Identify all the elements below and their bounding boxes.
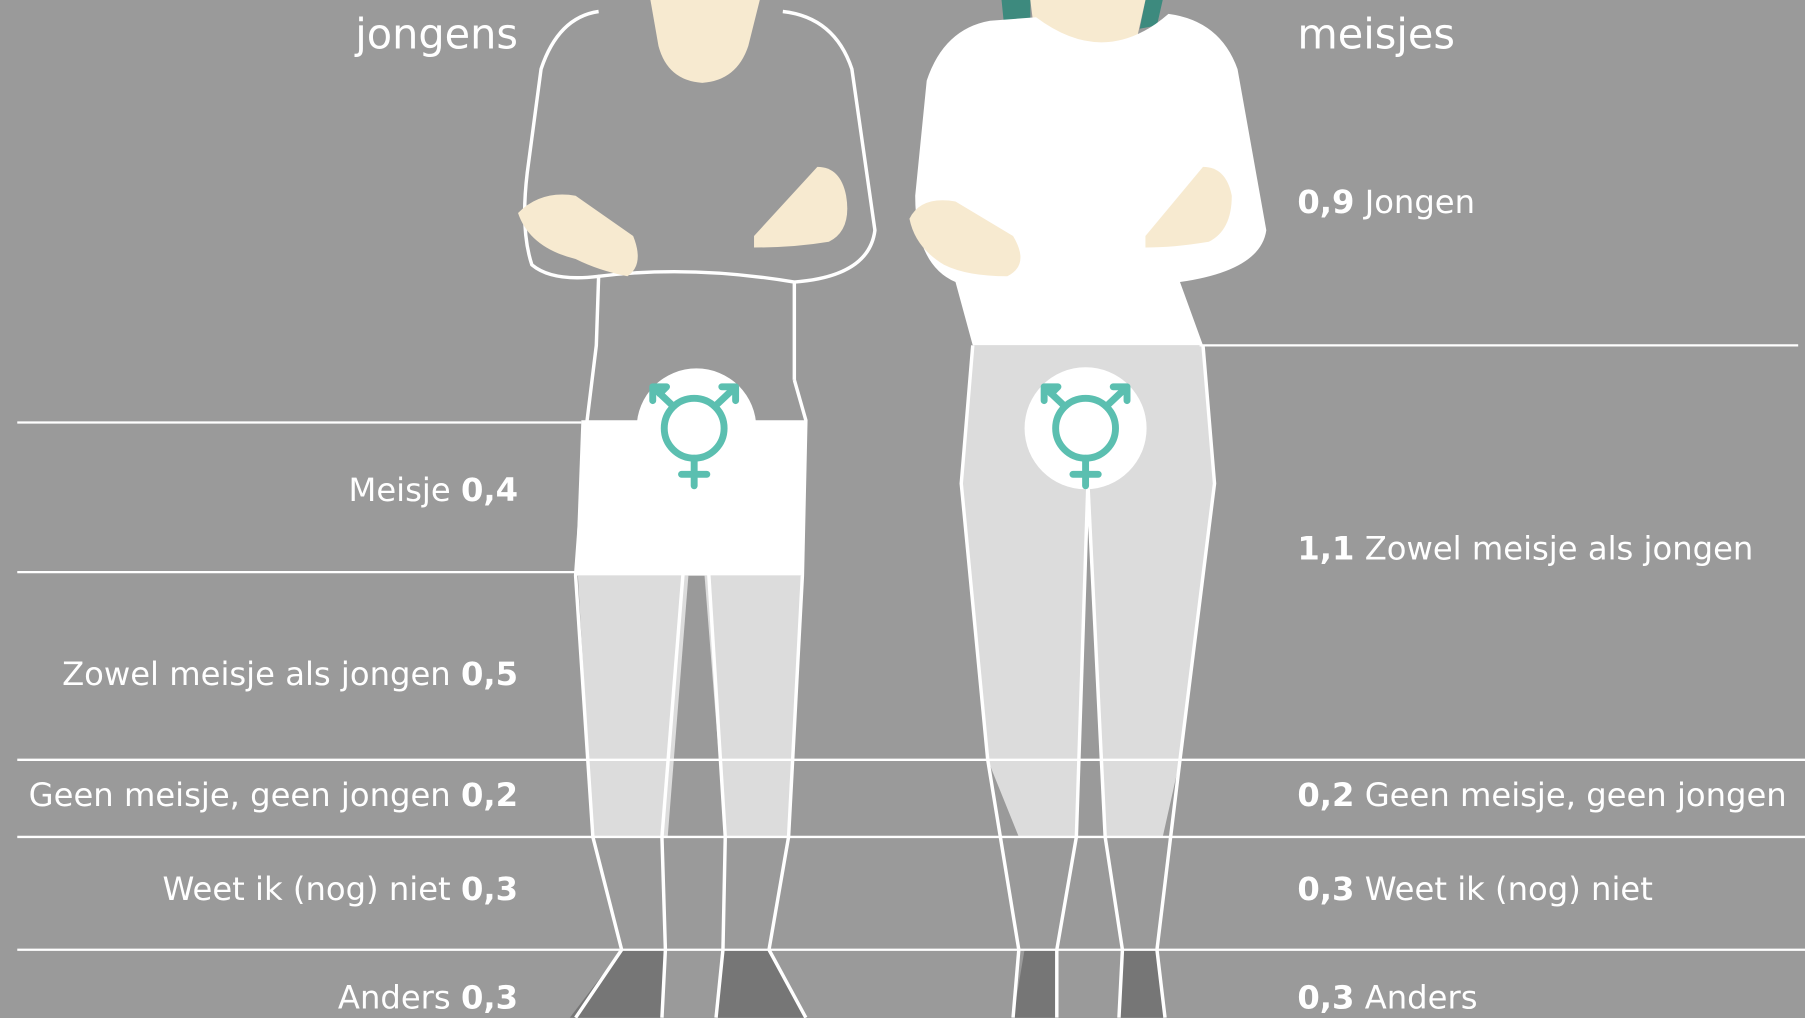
background — [0, 0, 1805, 1018]
answer-label: Weet ik (nog) niet — [1365, 870, 1653, 908]
answer-value: 0,3 — [461, 870, 518, 908]
answer-value: 0,4 — [461, 471, 518, 509]
answer-row: Geen meisje, geen jongen 0,2 — [29, 776, 518, 814]
answer-value: 1,1 — [1297, 529, 1354, 567]
answer-value: 0,9 — [1297, 183, 1354, 221]
answer-label: Anders — [1365, 978, 1478, 1016]
answer-value: 0,5 — [461, 655, 518, 693]
answer-value: 0,3 — [1297, 978, 1354, 1016]
answer-value: 0,2 — [461, 776, 518, 814]
answer-value: 0,3 — [461, 978, 518, 1016]
answer-row: 0,2 Geen meisje, geen jongen — [1297, 776, 1786, 814]
answer-label: Meisje — [349, 471, 451, 509]
answer-row: 0,3 Anders — [1297, 978, 1477, 1016]
answer-row: 0,9 Jongen — [1297, 183, 1475, 221]
answer-row: Anders 0,3 — [338, 978, 518, 1016]
answer-label: Geen meisje, geen jongen — [29, 776, 451, 814]
answer-label: Weet ik (nog) niet — [163, 870, 451, 908]
infographic: jongens meisjes Meisje 0,4 Zowel meisje als… — [0, 0, 1805, 1018]
answer-row: Zowel meisje als jongen 0,5 — [62, 655, 518, 693]
answer-label: Zowel meisje als jongen — [62, 655, 451, 693]
answer-label: Jongen — [1363, 183, 1475, 221]
answer-row: Weet ik (nog) niet 0,3 — [163, 870, 518, 908]
answer-row: 0,3 Weet ik (nog) niet — [1297, 870, 1652, 908]
answer-label: Anders — [338, 978, 451, 1016]
answer-row: Meisje 0,4 — [349, 471, 518, 509]
answer-value: 0,2 — [1297, 776, 1354, 814]
answer-label: Zowel meisje als jongen — [1365, 529, 1754, 567]
answer-row: 1,1 Zowel meisje als jongen — [1297, 529, 1753, 567]
group-title: jongens — [354, 10, 518, 58]
answer-value: 0,3 — [1297, 870, 1354, 908]
group-title: meisjes — [1297, 10, 1455, 58]
answer-label: Geen meisje, geen jongen — [1365, 776, 1787, 814]
